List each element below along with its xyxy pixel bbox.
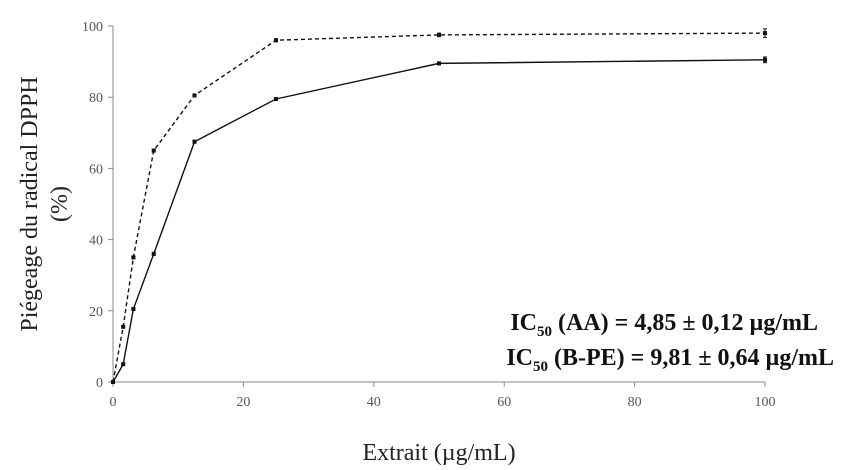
data-point (111, 380, 115, 384)
data-point (131, 255, 136, 260)
data-point (121, 362, 126, 367)
x-ticks: 0 20 40 60 80 100 (110, 382, 776, 410)
x-tick-label: 60 (497, 395, 511, 410)
data-point (274, 96, 278, 101)
data-point (151, 148, 156, 153)
series-line-dashed (112, 32, 766, 383)
annotation-subscript: 50 (537, 324, 552, 340)
series-solid (111, 56, 767, 384)
x-tick-label: 20 (236, 395, 250, 410)
data-point (121, 324, 126, 329)
data-point (274, 38, 278, 43)
data-point (192, 93, 197, 98)
y-tick-label: 0 (96, 376, 103, 391)
data-point (437, 32, 441, 37)
y-tick-label: 100 (82, 20, 103, 35)
y-ticks: 0 20 40 60 80 100 (82, 20, 113, 391)
x-axis-title: Extrait (µg/mL) (362, 440, 515, 466)
series-dashed (111, 28, 767, 384)
ic50-annotation-bpe: IC50 (B-PE) = 9,81 ± 0,64 µg/mL (506, 345, 834, 375)
ic50-annotation-aa: IC50 (AA) = 4,85 ± 0,12 µg/mL (510, 310, 818, 340)
data-point (131, 307, 136, 312)
data-point (763, 57, 767, 62)
x-tick-label: 80 (628, 395, 642, 410)
y-axis-title-line-2: (%) (47, 186, 73, 222)
ic50-annotations: IC50 (AA) = 4,85 ± 0,12 µg/mL IC50 (B-PE… (506, 310, 834, 375)
data-point (151, 251, 156, 256)
y-axis-title: Piégeage du radical DPPH (%) (17, 76, 73, 331)
annotation-prefix: IC (510, 310, 537, 336)
x-tick-label: 0 (110, 395, 117, 410)
data-point (192, 139, 197, 144)
annotation-text: (B-PE) = 9,81 ± 0,64 µg/mL (548, 345, 834, 371)
y-axis-title-line-1: Piégeage du radical DPPH (17, 76, 43, 331)
annotation-prefix: IC (506, 345, 533, 371)
x-tick-label: 100 (755, 395, 776, 410)
series-line-solid (112, 59, 766, 383)
data-point (437, 61, 441, 66)
y-tick-label: 20 (89, 305, 103, 320)
y-tick-label: 80 (89, 91, 103, 106)
data-point (763, 31, 767, 36)
axes: 0 20 40 60 80 100 0 20 40 60 80 100 (82, 20, 776, 410)
plot-series (111, 28, 767, 384)
annotation-text: (AA) = 4,85 ± 0,12 µg/mL (552, 310, 818, 336)
x-tick-label: 40 (367, 395, 381, 410)
y-tick-label: 60 (89, 162, 103, 177)
annotation-subscript: 50 (533, 359, 548, 375)
y-tick-label: 40 (89, 234, 103, 249)
